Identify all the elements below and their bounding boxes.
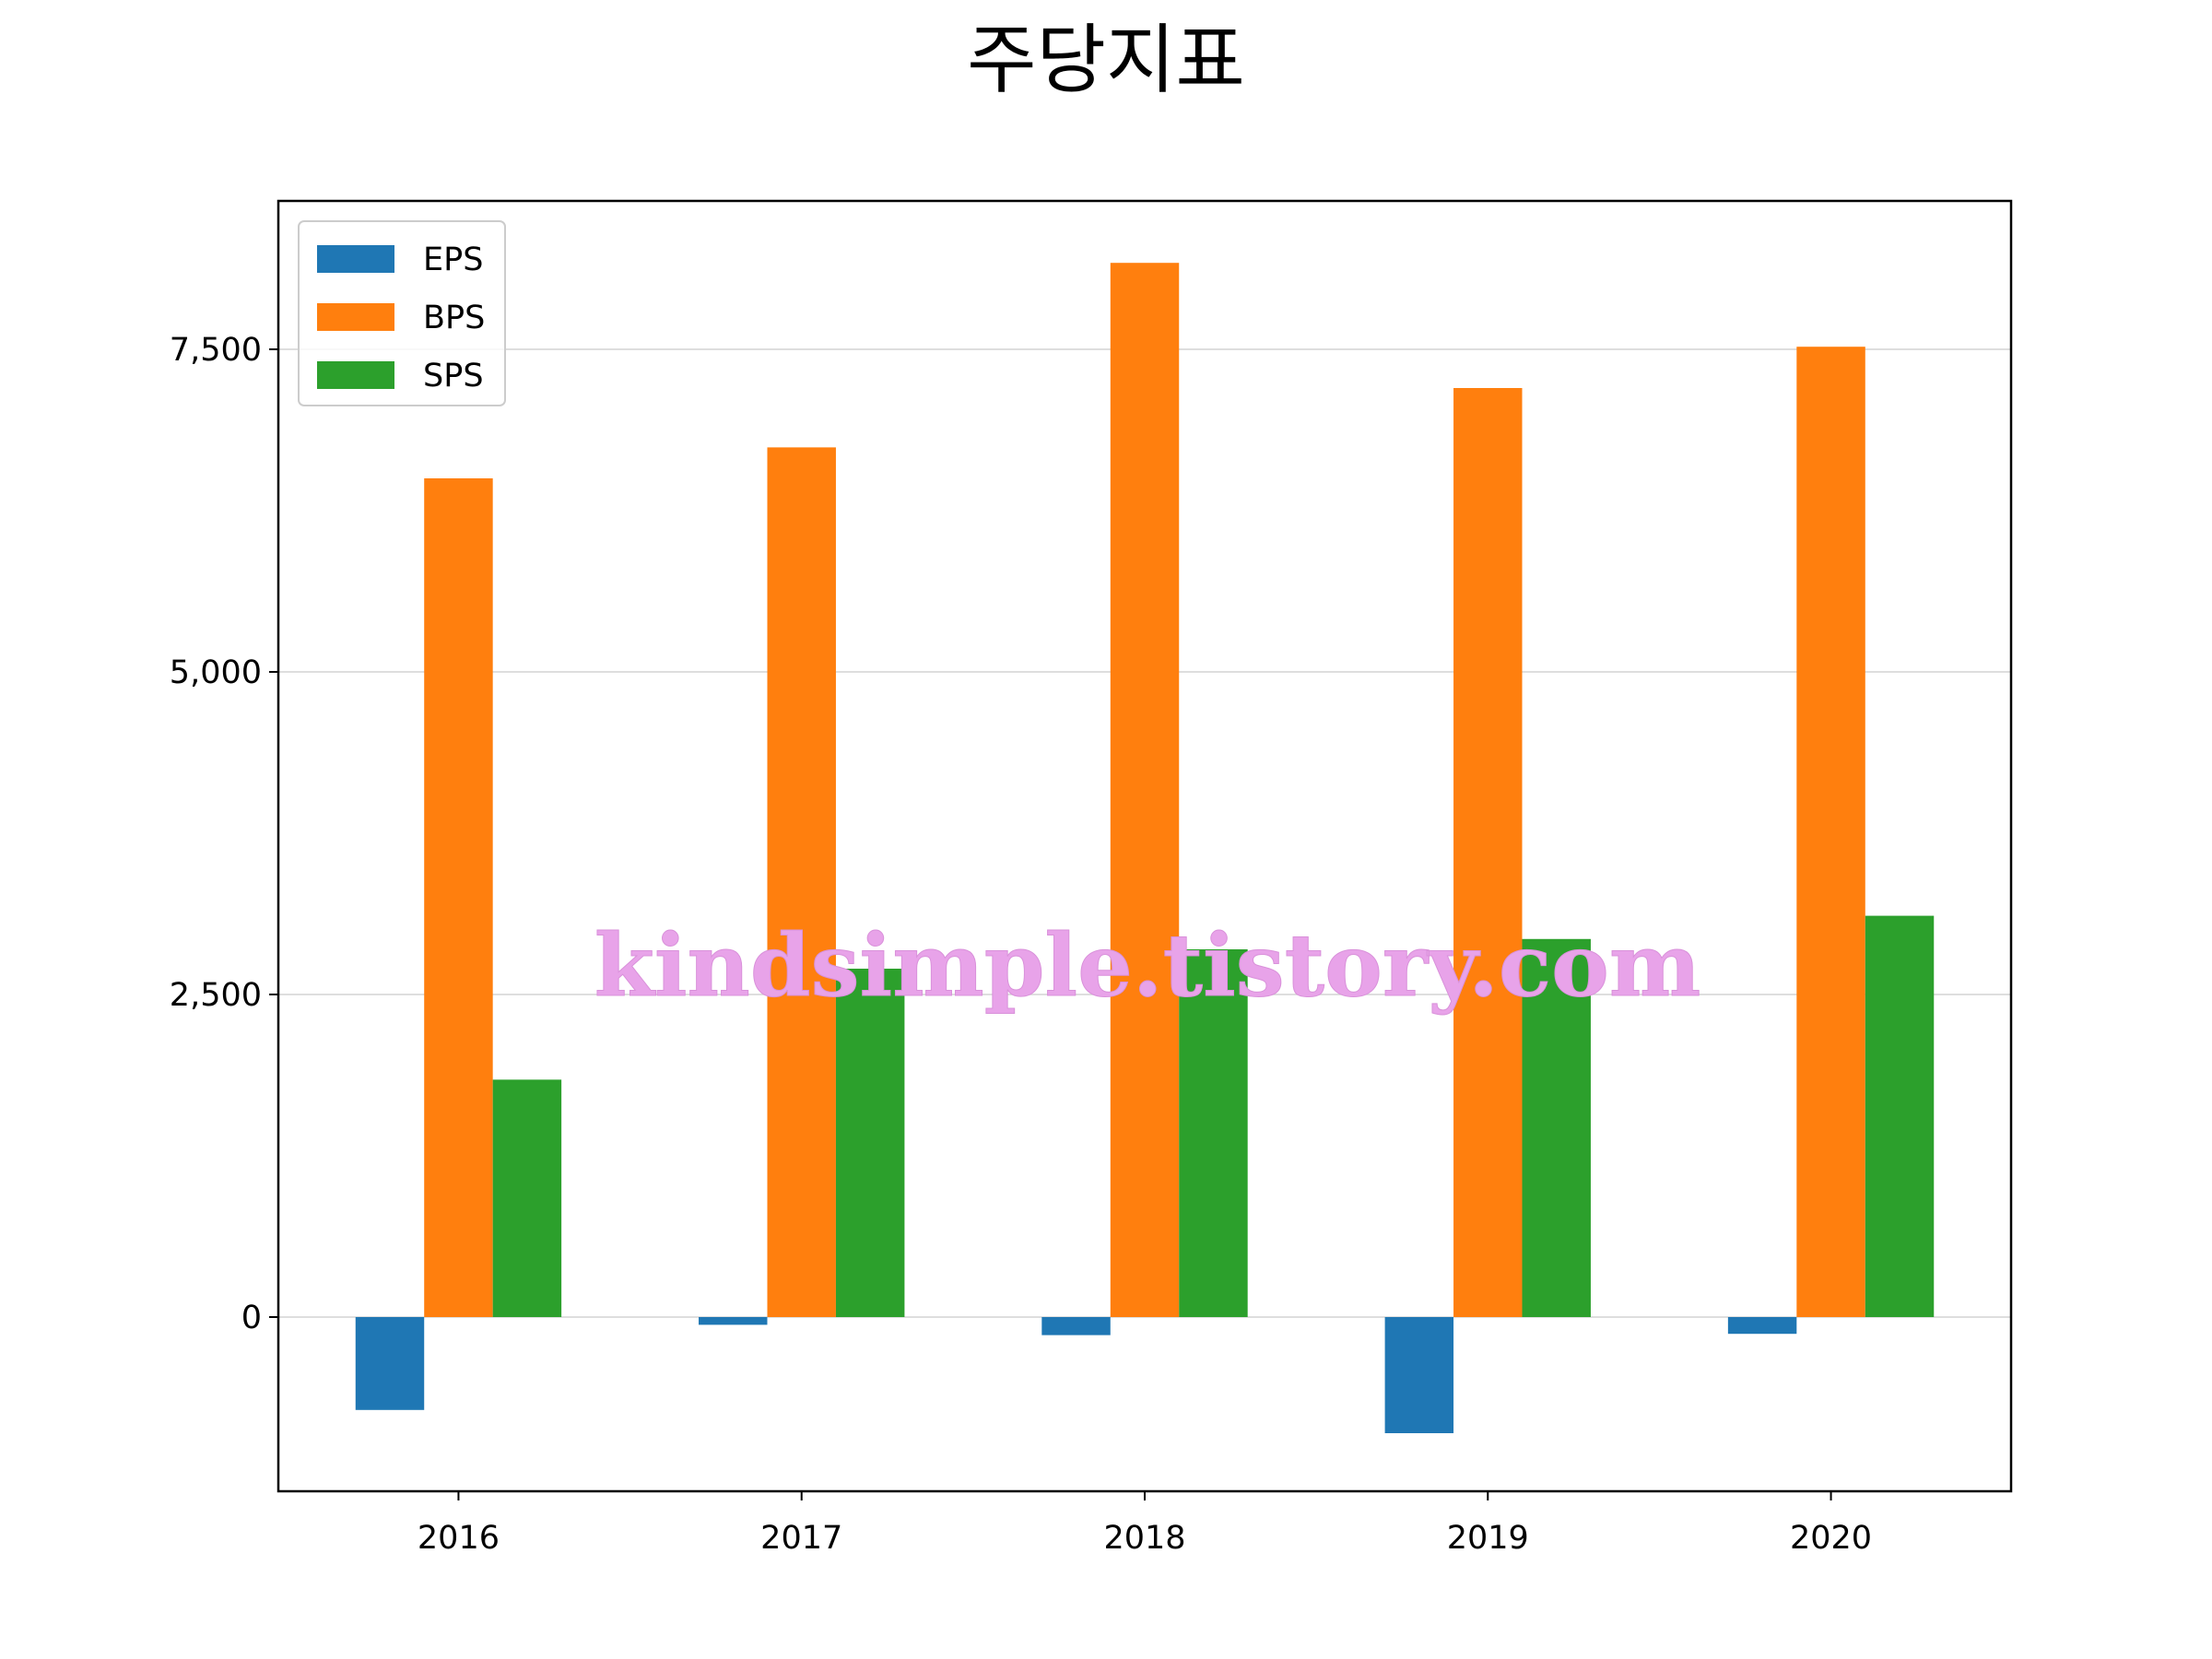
- watermark-text: kindsimple.tistory.com: [594, 915, 1701, 1017]
- bar-eps-2020: [1727, 1317, 1797, 1335]
- y-tick-label: 7,500: [170, 332, 262, 369]
- bar-eps-2016: [355, 1317, 425, 1410]
- legend: EPS BPS SPS: [298, 220, 506, 406]
- chart-title: 주당지표: [967, 17, 1245, 104]
- y-tick-label: 5,000: [170, 654, 262, 691]
- bar-eps-2017: [699, 1317, 768, 1325]
- bar-sps-2018: [1179, 949, 1248, 1317]
- x-axis: 2016 2017 2018 2019 2020: [418, 1491, 1872, 1557]
- bar-bps-2019: [1453, 388, 1523, 1317]
- bar-sps-2020: [1865, 915, 1935, 1317]
- legend-swatch-bps: [317, 303, 394, 331]
- bar-sps-2016: [492, 1079, 562, 1317]
- bar-bps-2016: [424, 478, 493, 1317]
- legend-label-eps: EPS: [423, 241, 483, 278]
- legend-label-bps: BPS: [423, 300, 485, 336]
- x-tick-label: 2020: [1790, 1520, 1872, 1557]
- x-tick-label: 2017: [760, 1520, 842, 1557]
- y-tick-label: 0: [241, 1300, 262, 1336]
- bars: [355, 263, 1935, 1433]
- bar-eps-2019: [1384, 1317, 1454, 1433]
- y-tick-label: 2,500: [170, 977, 262, 1014]
- legend-swatch-eps: [317, 245, 394, 273]
- bar-sps-2017: [835, 969, 905, 1317]
- bar-sps-2019: [1522, 938, 1591, 1317]
- x-tick-label: 2019: [1447, 1520, 1529, 1557]
- legend-swatch-sps: [317, 361, 394, 389]
- bar-bps-2017: [767, 447, 836, 1317]
- legend-label-sps: SPS: [423, 358, 484, 394]
- bar-bps-2018: [1110, 263, 1180, 1318]
- bar-eps-2018: [1041, 1317, 1111, 1335]
- y-axis: 0 2,500 5,000 7,500: [170, 332, 278, 1336]
- bar-bps-2020: [1796, 347, 1865, 1318]
- x-tick-label: 2016: [418, 1520, 500, 1557]
- x-tick-label: 2018: [1103, 1520, 1185, 1557]
